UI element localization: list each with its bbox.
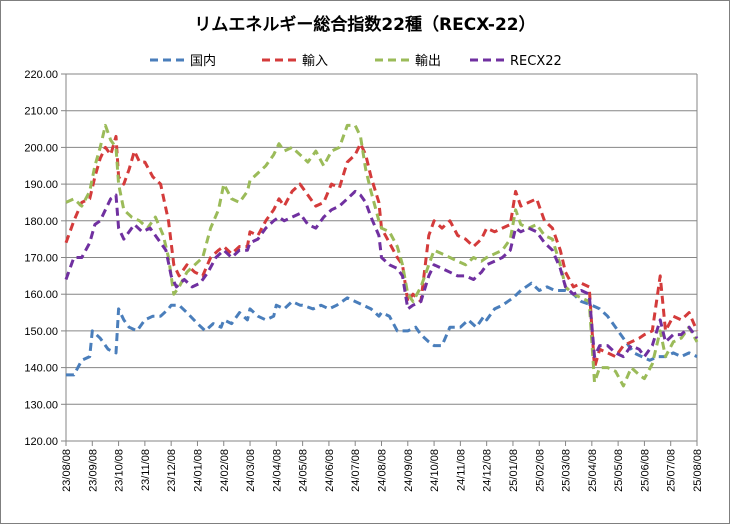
y-tick-label: 120.00 bbox=[24, 436, 58, 448]
y-tick-label: 190.00 bbox=[24, 179, 58, 191]
x-tick-label: 25/03/08 bbox=[561, 449, 573, 492]
x-tick-label: 25/05/08 bbox=[613, 449, 625, 492]
y-tick-label: 150.00 bbox=[24, 326, 58, 338]
y-tick-label: 180.00 bbox=[24, 216, 58, 228]
legend-label-2: 輸出 bbox=[415, 54, 441, 69]
x-tick-label: 23/12/08 bbox=[166, 449, 178, 492]
x-tick-label: 23/08/08 bbox=[61, 449, 73, 492]
series-line-3 bbox=[64, 189, 699, 359]
legend-label-1: 輸入 bbox=[302, 54, 328, 69]
x-tick-label: 24/09/08 bbox=[403, 449, 415, 492]
legend: 国内 輸入 輸出 RECX22 bbox=[150, 53, 562, 69]
x-tick-label: 24/05/08 bbox=[298, 449, 310, 492]
y-tick-label: 220.00 bbox=[24, 69, 58, 81]
x-tick-label: 24/01/08 bbox=[192, 449, 204, 492]
x-tick-label: 24/03/08 bbox=[245, 449, 257, 492]
x-tick-label: 23/10/08 bbox=[114, 449, 126, 492]
x-tick-label: 25/06/08 bbox=[639, 449, 651, 492]
x-tick-label: 24/08/08 bbox=[377, 449, 389, 492]
x-axis: 23/08/08 23/09/08 23/10/08 23/11/08 23/12/08… bbox=[61, 440, 704, 492]
series-line-2 bbox=[65, 123, 699, 388]
y-tick-label: 200.00 bbox=[24, 142, 58, 154]
x-tick-label: 24/06/08 bbox=[324, 449, 336, 492]
x-tick-label: 24/04/08 bbox=[271, 449, 283, 492]
y-tick-label: 210.00 bbox=[24, 106, 58, 118]
x-tick-label: 25/01/08 bbox=[508, 449, 520, 492]
x-tick-label: 24/12/08 bbox=[482, 449, 494, 492]
chart-title: リムエネルギー総合指数22種（RECX-22） bbox=[194, 15, 536, 35]
x-tick-label: 25/04/08 bbox=[587, 449, 599, 492]
x-tick-label: 24/02/08 bbox=[219, 449, 231, 492]
series-lines bbox=[64, 123, 699, 388]
series-line-1 bbox=[64, 134, 699, 370]
y-tick-label: 160.00 bbox=[24, 289, 58, 301]
x-tick-label: 24/11/08 bbox=[455, 449, 467, 491]
y-tick-label: 170.00 bbox=[24, 253, 58, 265]
x-tick-label: 23/11/08 bbox=[140, 449, 152, 491]
x-tick-label: 25/07/08 bbox=[666, 449, 678, 492]
legend-label-3: RECX22 bbox=[510, 54, 562, 69]
x-tick-label: 24/10/08 bbox=[429, 449, 441, 492]
y-tick-label: 140.00 bbox=[24, 363, 58, 375]
y-tick-label: 130.00 bbox=[24, 399, 58, 411]
x-tick-label: 24/07/08 bbox=[350, 449, 362, 492]
x-tick-label: 25/08/08 bbox=[692, 449, 704, 492]
series-line-0 bbox=[66, 281, 698, 377]
y-axis: 220.00 210.00 200.00 190.00 180.00 170.00 160.… bbox=[24, 69, 698, 448]
x-tick-label: 23/09/08 bbox=[87, 449, 99, 492]
legend-label-0: 国内 bbox=[190, 53, 216, 69]
x-tick-label: 25/02/08 bbox=[534, 449, 546, 492]
